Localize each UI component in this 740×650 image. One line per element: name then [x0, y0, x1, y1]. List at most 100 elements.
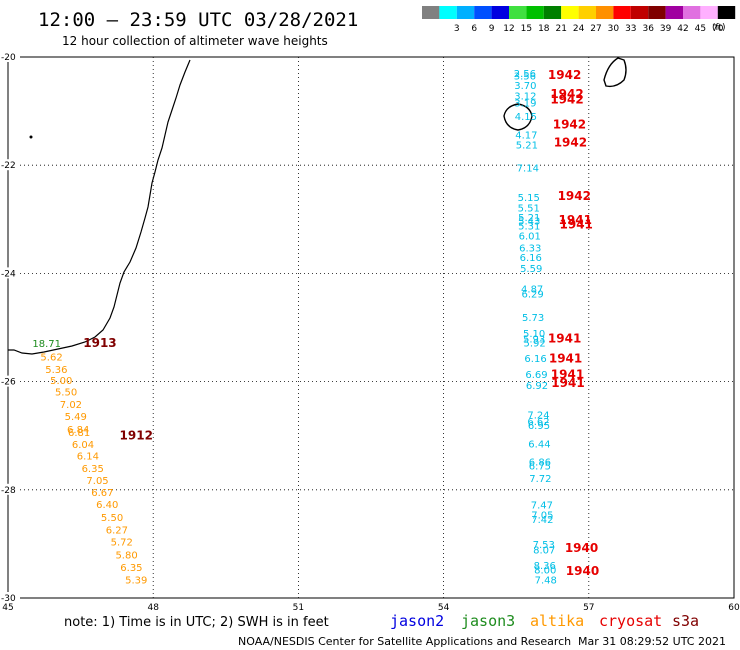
- legend-swatch: [456, 6, 475, 19]
- legend-swatch: [665, 6, 683, 19]
- swh-label-jason2: 2.56: [514, 69, 536, 80]
- swh-label-altika: 5.80: [115, 551, 137, 562]
- swh-label-jason2: 7.53: [533, 540, 555, 551]
- legend-swatch: [491, 6, 509, 19]
- hour-label: 1913: [83, 336, 116, 350]
- swh-label-jason2: 5.93: [523, 334, 545, 345]
- wave-height-labels: 2.563.563.703.123.194.154.175.217.145.15…: [32, 69, 556, 586]
- map-title: 12:00 — 23:59 UTC 03/28/2021: [38, 9, 358, 31]
- swh-label-altika: 5.62: [40, 353, 62, 364]
- swh-label-jason2: 3.56: [514, 71, 536, 82]
- legend-swatch: [509, 6, 527, 19]
- swh-label-jason2: 5.73: [522, 313, 544, 324]
- lon-tick-label: 57: [583, 603, 594, 613]
- footer-note: note: 1) Time is in UTC; 2) SWH is in fe…: [64, 615, 329, 630]
- hour-label: 1941: [551, 368, 584, 382]
- reunion-island: [503, 103, 533, 131]
- swh-label-altika: 6.40: [96, 500, 118, 511]
- swh-label-altika: 7.02: [60, 400, 82, 411]
- credit-text: NOAA/NESDIS Center for Satellite Applica…: [238, 635, 571, 648]
- color-legend: 3 6 9 12 15 18 21 24 27 30 33 36 39 42 45 70: [422, 6, 736, 34]
- swh-label-altika: 7.05: [86, 476, 108, 487]
- swh-label-jason2: 5.15: [518, 193, 540, 204]
- lat-tick-bg: [0, 51, 20, 62]
- legend-swatch: [543, 6, 562, 19]
- swh-label-altika: 5.50: [101, 513, 123, 524]
- satellite-legend: jason2 jason3 altika cryosat s3a: [390, 612, 699, 630]
- legend-label: 27: [590, 24, 601, 34]
- lat-tick-label: -22: [1, 161, 16, 171]
- swh-label-jason2: 3.19: [514, 98, 536, 109]
- lat-tick-bg: [0, 159, 20, 171]
- lat-tick-bg: [0, 483, 20, 495]
- swh-label-jason2: 4.87: [521, 285, 543, 296]
- hour-label: 1942: [548, 68, 581, 82]
- hour-label: 1942: [550, 87, 583, 101]
- lat-tick-label: -28: [1, 486, 16, 496]
- legend-swatch: [683, 6, 701, 19]
- legend-swatch: [526, 6, 544, 19]
- swh-label-jason2: 7.47: [531, 500, 553, 511]
- swh-label-jason2: 7.05: [531, 511, 553, 522]
- swh-label-altika: 6.67: [91, 488, 113, 499]
- hour-label: 1942: [558, 189, 591, 203]
- legend-label: 12: [503, 24, 514, 34]
- swh-label-jason3: 18.71: [32, 339, 61, 350]
- hour-label: 1941: [551, 376, 584, 390]
- swh-label-altika: 5.39: [125, 576, 147, 587]
- lon-tick-label: 60: [728, 603, 740, 613]
- swh-label-altika: 5.72: [111, 538, 133, 549]
- swh-label-jason2: 5.51: [518, 203, 540, 214]
- swh-label-altika: 6.81: [68, 428, 90, 439]
- hour-label: 1912: [120, 429, 153, 443]
- swh-label-altika: 6.14: [77, 452, 99, 463]
- swh-label-jason2: 6.29: [522, 289, 544, 300]
- satellite-name-jason3: jason3: [461, 612, 515, 630]
- swh-label-jason2: 3.12: [514, 91, 536, 102]
- swh-label-altika: 6.04: [72, 440, 94, 451]
- lat-tick-bg: [0, 267, 20, 279]
- swh-label-jason2: 8.36: [534, 561, 556, 572]
- legend-swatch: [561, 6, 579, 19]
- swh-label-jason2: 5.10: [523, 329, 545, 340]
- swh-label-jason2: 6.92: [526, 381, 548, 392]
- swh-label-altika: 6.35: [120, 563, 142, 574]
- legend-label: 24: [573, 24, 585, 34]
- swh-label-jason2: 3.70: [514, 81, 536, 92]
- swh-label-altika: 5.36: [45, 365, 67, 376]
- swh-label-jason2: 6.62: [527, 417, 549, 428]
- swh-label-altika: 6.27: [106, 525, 128, 536]
- map-subtitle: 12 hour collection of altimeter wave hei…: [62, 34, 328, 48]
- swh-label-jason2: 5.43: [518, 216, 540, 227]
- lon-tick-label: 45: [2, 603, 13, 613]
- lat-tick-bg: [0, 375, 20, 387]
- legend-label: 30: [608, 24, 620, 34]
- legend-swatch: [648, 6, 666, 19]
- swh-label-jason2: 6.75: [529, 461, 551, 472]
- lat-tick-label: -24: [1, 269, 16, 279]
- legend-label: 6: [471, 24, 477, 34]
- lat-lon-grid: [8, 57, 734, 598]
- swh-label-jason2: 6.69: [525, 370, 547, 381]
- swh-label-jason2: 8.00: [534, 565, 556, 576]
- hour-label: 1941: [560, 218, 593, 232]
- hour-label: 1941: [548, 331, 581, 345]
- hour-label: 1942: [550, 93, 583, 107]
- legend-swatch: [630, 6, 649, 19]
- hour-label: 1940: [566, 564, 599, 578]
- swh-label-jason2: 7.24: [527, 411, 549, 422]
- swh-label-altika: 6.84: [67, 425, 89, 436]
- hour-label: 1942: [554, 135, 587, 149]
- swh-label-jason2: 6.16: [520, 253, 542, 264]
- swh-label-altika: 5.50: [55, 387, 77, 398]
- small-islet: [29, 135, 33, 139]
- legend-swatch: [596, 6, 614, 19]
- swh-label-jason2: 7.72: [529, 474, 551, 485]
- lat-tick-label: -30: [1, 594, 16, 604]
- legend-label: 42: [677, 24, 688, 34]
- hour-label: 1940: [565, 541, 598, 555]
- swh-label-jason2: 4.17: [515, 130, 537, 141]
- time-labels: 1913191219421942194219421942194219411941…: [83, 68, 599, 578]
- timestamp-text: Mar 31 08:29:52 UTC 2021: [578, 635, 726, 648]
- swh-label-altika: 5.49: [65, 412, 87, 423]
